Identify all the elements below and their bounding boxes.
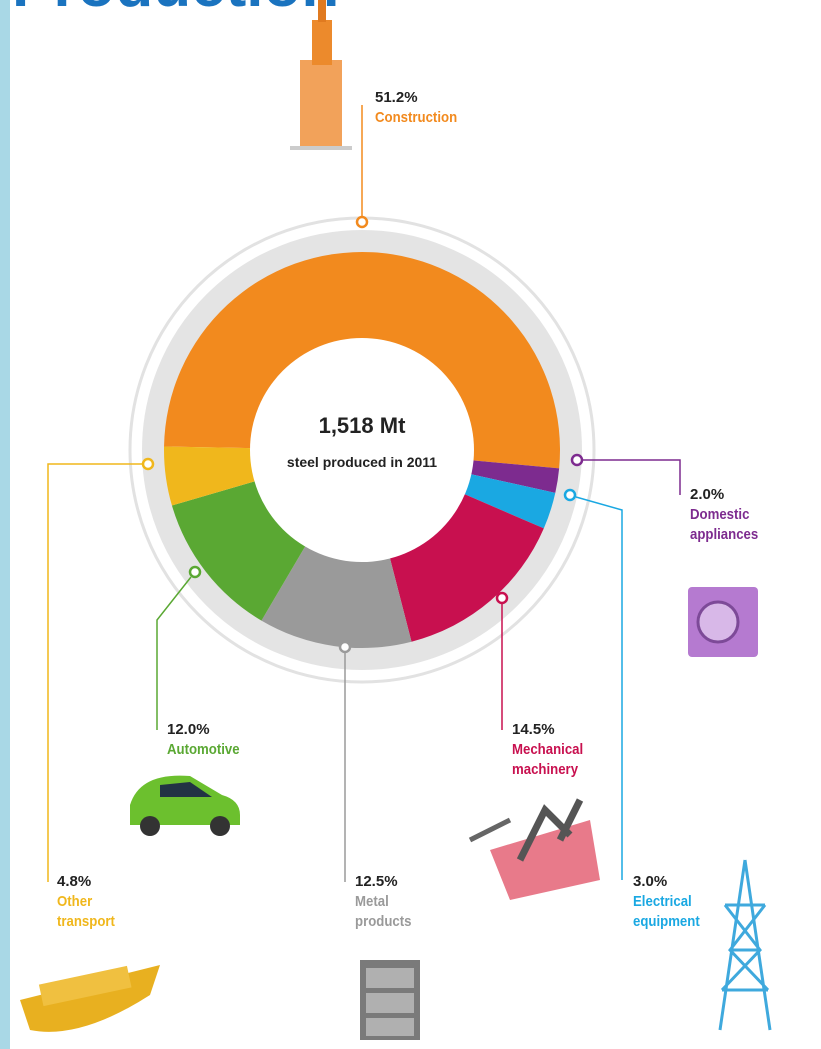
center-sublabel: steel produced in 2011: [287, 454, 437, 470]
chart-title: Production: [12, 0, 339, 20]
value-label: 2.0%: [690, 485, 810, 505]
icon-robot: [470, 800, 600, 900]
segment-label: 51.2%Construction: [375, 88, 495, 128]
icon-car: [130, 776, 240, 836]
segment-label: 3.0%Electrical equipment: [633, 872, 753, 932]
page: {"chart_data": { "type": "donut", "title…: [0, 0, 821, 1049]
leader-line: [48, 464, 142, 882]
category-label: Electrical equipment: [633, 892, 717, 932]
icon-ship: [20, 965, 160, 1032]
leader-dot: [340, 642, 350, 652]
category-label: Construction: [375, 108, 489, 128]
leader-dot: [497, 593, 507, 603]
category-label: Metal products: [355, 892, 439, 932]
leader-dot: [190, 567, 200, 577]
leader-dot: [572, 455, 582, 465]
leader-dot: [143, 459, 153, 469]
category-label: Mechanical machinery: [512, 740, 596, 780]
segment-label: 14.5%Mechanical machinery: [512, 720, 632, 780]
value-label: 51.2%: [375, 88, 495, 108]
leader-dot: [357, 217, 367, 227]
value-label: 3.0%: [633, 872, 753, 892]
center-label: 1,518 Mt: [319, 413, 406, 438]
leader-line: [583, 460, 680, 495]
icon-building: [290, 0, 352, 150]
value-label: 4.8%: [57, 872, 177, 892]
segment-label: 12.5%Metal products: [355, 872, 475, 932]
segment-label: 4.8%Other transport: [57, 872, 177, 932]
category-label: Other transport: [57, 892, 141, 932]
value-label: 12.0%: [167, 720, 287, 740]
segment-label: 2.0%Domestic appliances: [690, 485, 810, 545]
leader-dot: [565, 490, 575, 500]
center-hole: [250, 338, 474, 562]
icon-cabinet: [360, 960, 420, 1040]
category-label: Domestic appliances: [690, 505, 774, 545]
value-label: 14.5%: [512, 720, 632, 740]
value-label: 12.5%: [355, 872, 475, 892]
category-label: Automotive: [167, 740, 251, 760]
segment-label: 12.0%Automotive: [167, 720, 287, 760]
side-bar: [0, 0, 10, 1049]
icon-washer: [688, 587, 758, 657]
